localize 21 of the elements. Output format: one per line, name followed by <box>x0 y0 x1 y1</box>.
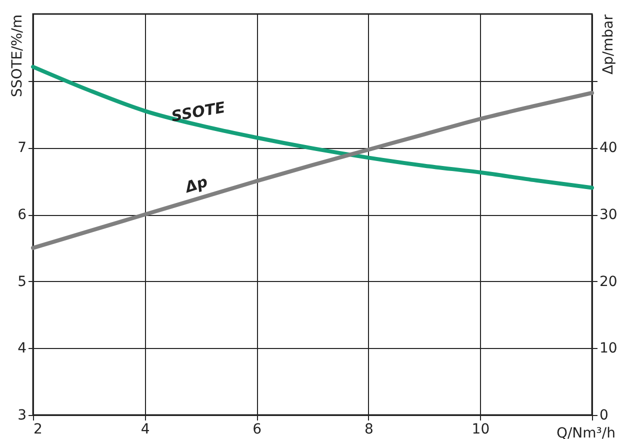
y-tick-label: 7 <box>18 140 26 156</box>
y2-tick-label: 20 <box>600 274 617 290</box>
y2-tick-label: 40 <box>600 140 617 156</box>
y2-tick-label: 10 <box>600 340 617 357</box>
y2-axis-title: Δp/mbar <box>600 14 616 75</box>
y-tick-label: 5 <box>18 274 26 290</box>
y-tick-label: 4 <box>18 340 27 357</box>
y2-tick-label: 30 <box>600 207 617 223</box>
annotation: Δp <box>182 172 210 197</box>
x-tick-label: 10 <box>472 422 490 438</box>
x-axis-title: Q/Nm³/h <box>556 426 616 439</box>
line-series <box>31 90 594 250</box>
x-tick-label: 4 <box>140 422 150 438</box>
x-tick-label: 8 <box>364 422 374 438</box>
y-tick-label: 6 <box>18 207 27 223</box>
x-tick-label: 6 <box>252 422 262 438</box>
annotation: SSOTE <box>170 98 228 126</box>
y-tick-label: 3 <box>18 408 26 424</box>
y-axis-title: SSOTE/%/m <box>10 14 26 98</box>
x-tick-label: 2 <box>34 422 42 438</box>
y2-tick-label: 0 <box>600 408 608 424</box>
